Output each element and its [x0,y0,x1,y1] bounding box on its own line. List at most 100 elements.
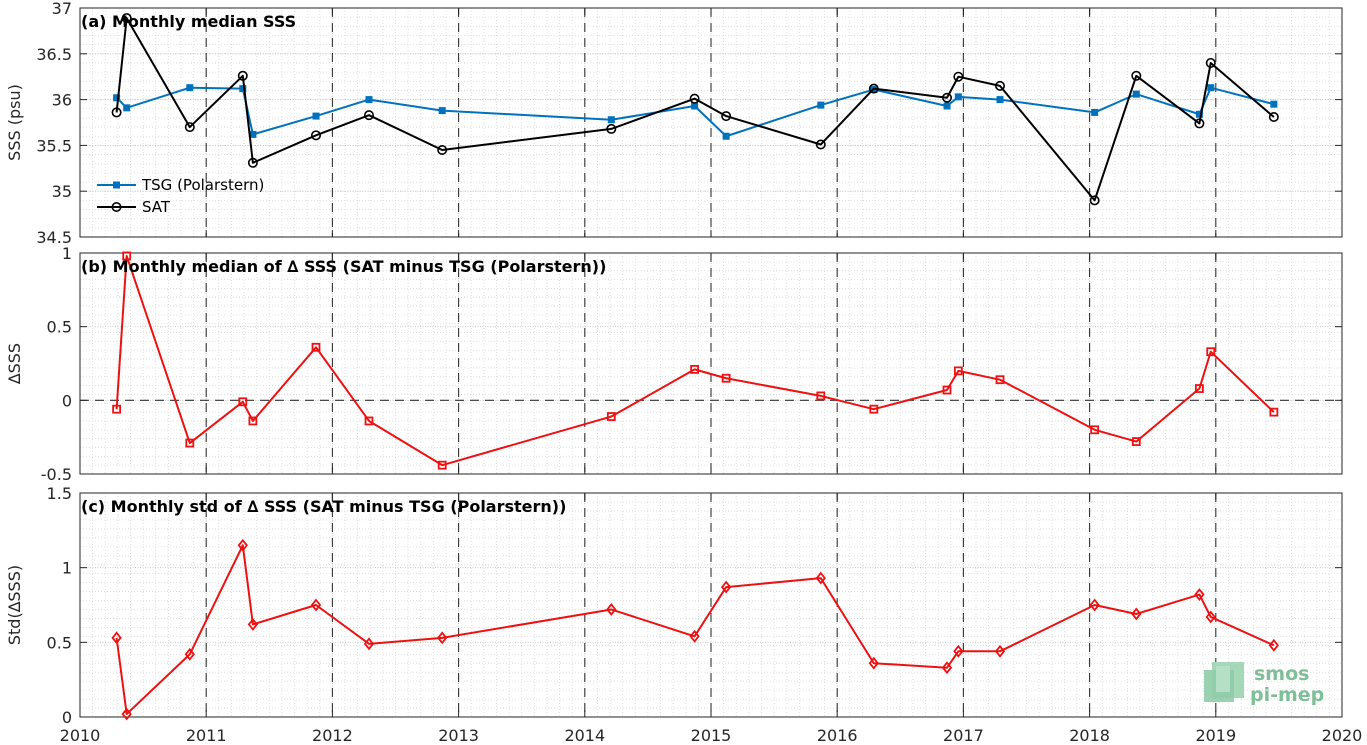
data-point [237,70,248,81]
y-tick-label: 0.5 [47,318,72,337]
data-point [239,85,247,93]
smos-pi-mep-logo: smos pi-mep [1204,662,1324,706]
panel-b: -0.5 0 0.5 1 ∆SSS (b) Monthly median of ∆ SSS… [5,244,1343,484]
y-tick-label: 36 [52,91,72,110]
series-line [115,254,1275,467]
data-point [1205,57,1216,68]
y-tick-label: 35.5 [36,136,72,155]
data-point [1207,84,1215,92]
data-point [364,416,374,426]
data-point [237,538,248,552]
y-tick-label: 1 [62,559,72,578]
panel-c: 0 0.5 1 1.5 2010 2011 2012 2013 2014 2015 2016 2017… [5,484,1362,745]
data-point [953,366,963,376]
panels: 34.5 35 35.5 36 36.5 37 SSS (psu) (a) Monthly m… [5,0,1362,745]
data-point [247,617,259,631]
data-point [122,251,132,261]
x-tick-label: 2015 [691,726,732,745]
data-point [941,661,953,675]
x-tick-label: 2011 [186,726,227,745]
data-point [311,342,321,352]
data-point [310,598,322,612]
data-point [184,122,195,133]
y-axis-label: ∆SSS [5,343,24,385]
y-tick-label: -0.5 [41,465,72,484]
data-point [943,102,951,110]
legend: TSG (Polarstern) SAT [97,176,264,216]
data-point [123,104,131,112]
data-point [722,132,730,140]
x-tick-label: 2012 [312,726,353,745]
panel-title: (c) Monthly std of ∆ SSS (SAT minus TSG … [81,497,566,516]
data-point [815,139,826,150]
data-point [1205,610,1216,624]
legend-label: SAT [142,198,171,216]
data-point [363,110,374,121]
legend-marker [111,202,122,213]
data-point [817,101,825,109]
data-point [1270,100,1278,108]
data-point [438,107,446,115]
data-point [1131,70,1142,81]
data-point [1194,588,1205,601]
data-point [312,112,320,120]
y-tick-label: 35 [52,182,72,201]
panel-title: (a) Monthly median SSS [81,12,296,31]
y-tick-label: 37 [52,0,72,18]
data-point [994,644,1006,658]
data-point [247,157,258,168]
data-point [185,438,195,448]
data-point [121,707,132,721]
y-tick-label: 1 [62,244,72,263]
x-tick-label: 2019 [1195,726,1236,745]
data-point [365,96,373,104]
ticks [79,492,1343,718]
data-point [186,84,194,92]
year-boundaries [205,8,1217,237]
data-point [690,364,699,374]
y-axis-label: SSS (psu) [5,84,24,161]
data-point [721,111,732,122]
data-point [1194,384,1204,393]
data-point [606,123,617,134]
data-point [996,96,1004,104]
data-point [1132,90,1140,98]
data-point [1089,195,1100,206]
data-point [437,460,447,470]
year-boundaries [205,253,1217,474]
data-point [184,647,195,661]
y-tick-label: 34.5 [36,228,72,247]
logo-text-pi-mep: pi-mep [1250,684,1324,706]
series-b-0 [112,251,1279,470]
y-tick-label: 36.5 [36,45,72,64]
data-point [691,102,699,110]
data-point [1090,425,1100,435]
data-point [954,93,962,101]
data-point [1194,118,1205,129]
data-point [310,130,321,141]
data-point [249,130,257,138]
legend-marker [113,181,120,189]
data-point [111,631,122,645]
data-point [869,404,879,414]
x-tick-label: 2018 [1069,726,1110,745]
y-tick-label: 0.5 [47,633,72,652]
data-point [238,397,248,407]
data-point [721,373,731,383]
series-c-0 [111,538,1280,721]
data-point [121,13,132,24]
data-point [815,571,826,585]
panel-a: 34.5 35 35.5 36 36.5 37 SSS (psu) (a) Monthly m… [5,0,1343,247]
data-point [1195,110,1203,118]
legend-label: TSG (Polarstern) [141,176,264,194]
data-point [953,644,964,658]
data-point [1131,607,1142,621]
data-point [1269,407,1279,417]
data-point [953,71,964,82]
data-point [1131,437,1141,446]
data-point [689,93,700,104]
data-point [111,107,122,118]
data-point [606,603,617,616]
series-line [115,544,1275,716]
logo-text-smos: smos [1254,663,1309,685]
